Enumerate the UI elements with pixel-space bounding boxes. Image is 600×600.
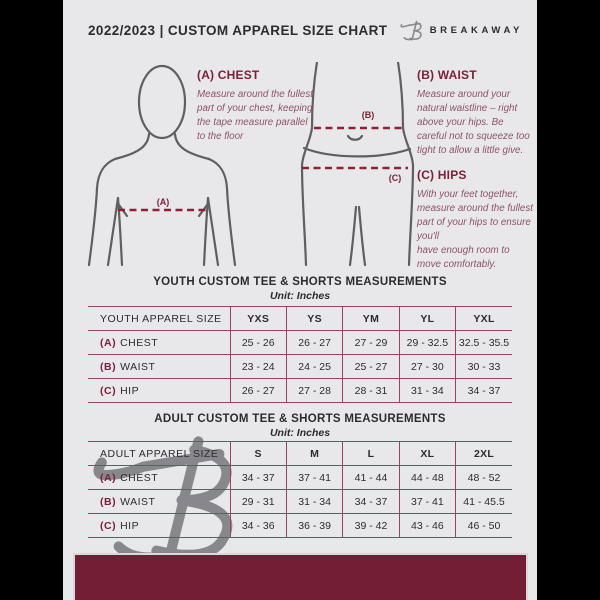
cell-value: 41 - 45.5	[455, 489, 512, 514]
cell-value: 32.5 - 35.5	[455, 330, 512, 355]
row-label: (C) HIP	[88, 513, 231, 538]
body-figures-illustration: (A) (B) (C)	[87, 62, 415, 267]
letterbox-right	[537, 0, 600, 600]
column-header: YXL	[455, 306, 512, 331]
row-label: (C) HIP	[88, 378, 231, 403]
cell-value: 41 - 44	[342, 465, 400, 490]
row-letter: (B)	[100, 495, 117, 508]
instruction-hips: (C) HIPS With your feet together, measur…	[417, 168, 533, 271]
instruction-waist-text: Measure around your natural waistline – …	[417, 89, 530, 156]
table-header-row: YOUTH APPAREL SIZE YXS YS YM YL YXL	[88, 306, 512, 331]
youth-size-table: YOUTH APPAREL SIZE YXS YS YM YL YXL (A) C…	[88, 306, 512, 403]
cell-value: 36 - 39	[285, 513, 344, 538]
instruction-waist: (B) WAIST Measure around your natural wa…	[417, 68, 533, 158]
page-title: 2022/2023 | CUSTOM APPAREL SIZE CHART	[88, 22, 388, 38]
row-name: WAIST	[120, 495, 156, 508]
lower-body-figure	[300, 62, 415, 267]
cell-value: 39 - 42	[342, 513, 400, 538]
row-letter: (C)	[100, 384, 117, 397]
row-name: HIP	[120, 519, 140, 532]
column-header: M	[285, 441, 344, 466]
row-letter: (A)	[100, 471, 117, 484]
table-row: (B) WAIST 29 - 31 31 - 34 34 - 37 37 - 41…	[88, 489, 512, 514]
adult-section-unit: Unit: Inches	[269, 427, 331, 439]
waist-line-label: (B)	[362, 110, 375, 120]
instruction-chest-heading: (A) CHEST	[197, 68, 260, 82]
cell-value: 46 - 50	[455, 513, 512, 538]
row-letter: (B)	[100, 360, 117, 373]
cell-value: 24 - 25	[285, 354, 344, 379]
youth-section-unit: Unit: Inches	[269, 290, 331, 302]
table-row: (A) CHEST 34 - 37 37 - 41 41 - 44 44 - 48…	[88, 465, 512, 490]
table-row: (B) WAIST 23 - 24 24 - 25 25 - 27 27 - 30…	[88, 354, 512, 379]
column-header: YS	[285, 306, 344, 331]
cell-value: 31 - 34	[285, 489, 344, 514]
cell-value: 37 - 41	[398, 489, 457, 514]
flyer-header: 2022/2023 | CUSTOM APPAREL SIZE CHART BR…	[88, 17, 523, 43]
cell-value: 28 - 31	[342, 378, 400, 403]
cell-value: 34 - 37	[229, 465, 287, 490]
table-row: (C) HIP 34 - 36 36 - 39 39 - 42 43 - 46 4…	[88, 513, 512, 538]
column-header: XL	[398, 441, 457, 466]
hips-line-label: (C)	[389, 173, 402, 183]
cell-value: 31 - 34	[398, 378, 457, 403]
footer-bar	[73, 553, 528, 600]
cell-value: 26 - 27	[229, 378, 287, 403]
cell-value: 29 - 31	[229, 489, 287, 514]
cell-value: 23 - 24	[229, 354, 287, 379]
cell-value: 34 - 37	[455, 378, 512, 403]
size-chart-flyer: 2022/2023 | CUSTOM APPAREL SIZE CHART BR…	[63, 0, 537, 600]
row-label: (A) CHEST	[88, 330, 231, 355]
cell-value: 26 - 27	[285, 330, 344, 355]
instruction-hips-heading: (C) HIPS	[417, 168, 467, 182]
row-label: (B) WAIST	[88, 354, 231, 379]
column-header: L	[342, 441, 400, 466]
instruction-chest-text: Measure around the fullest part of your …	[197, 89, 313, 142]
cell-value: 27 - 29	[342, 330, 400, 355]
table-row: (C) HIP 26 - 27 27 - 28 28 - 31 31 - 34 3…	[88, 378, 512, 403]
column-header: YL	[398, 306, 457, 331]
row-name: HIP	[120, 384, 140, 397]
cell-value: 48 - 52	[455, 465, 512, 490]
cell-value: 43 - 46	[398, 513, 457, 538]
column-header: 2XL	[455, 441, 512, 466]
cell-value: 34 - 37	[342, 489, 400, 514]
letterbox-left	[0, 0, 63, 600]
cell-value: 29 - 32.5	[398, 330, 457, 355]
column-header: ADULT APPAREL SIZE	[88, 441, 231, 466]
column-header: YXS	[229, 306, 287, 331]
row-label: (B) WAIST	[88, 489, 231, 514]
measurement-diagrams: (A) (B) (C) (A) CHEST Measure around the…	[63, 62, 537, 271]
cell-value: 44 - 48	[398, 465, 457, 490]
row-letter: (C)	[100, 519, 117, 532]
brand-block: BREAKAWAY	[399, 17, 523, 43]
cell-value: 30 - 33	[455, 354, 512, 379]
adult-size-table: ADULT APPAREL SIZE S M L XL 2XL (A) CHEST…	[88, 441, 512, 538]
row-name: CHEST	[120, 471, 159, 484]
cell-value: 34 - 36	[229, 513, 287, 538]
table-row: (A) CHEST 25 - 26 26 - 27 27 - 29 29 - 32…	[88, 330, 512, 355]
column-header: YOUTH APPAREL SIZE	[88, 306, 231, 331]
cell-value: 27 - 28	[285, 378, 344, 403]
row-letter: (A)	[100, 336, 117, 349]
row-name: CHEST	[120, 336, 159, 349]
chest-line-label: (A)	[157, 197, 170, 207]
column-header: S	[229, 441, 287, 466]
table-header-row: ADULT APPAREL SIZE S M L XL 2XL	[88, 441, 512, 466]
adult-section-title: ADULT CUSTOM TEE & SHORTS MEASUREMENTS	[154, 413, 446, 425]
column-header: YM	[342, 306, 400, 331]
cell-value: 27 - 30	[398, 354, 457, 379]
instruction-waist-heading: (B) WAIST	[417, 68, 477, 82]
upper-body-figure	[87, 64, 237, 267]
cell-value: 37 - 41	[285, 465, 344, 490]
breakaway-logo-icon	[400, 20, 422, 41]
row-name: WAIST	[120, 360, 156, 373]
brand-name: BREAKAWAY	[429, 24, 523, 36]
youth-section-title: YOUTH CUSTOM TEE & SHORTS MEASUREMENTS	[153, 276, 447, 288]
cell-value: 25 - 27	[342, 354, 400, 379]
row-label: (A) CHEST	[88, 465, 231, 490]
instruction-chest: (A) CHEST Measure around the fullest par…	[197, 68, 313, 144]
cell-value: 25 - 26	[229, 330, 287, 355]
instruction-hips-text: With your feet together, measure around …	[417, 189, 533, 270]
